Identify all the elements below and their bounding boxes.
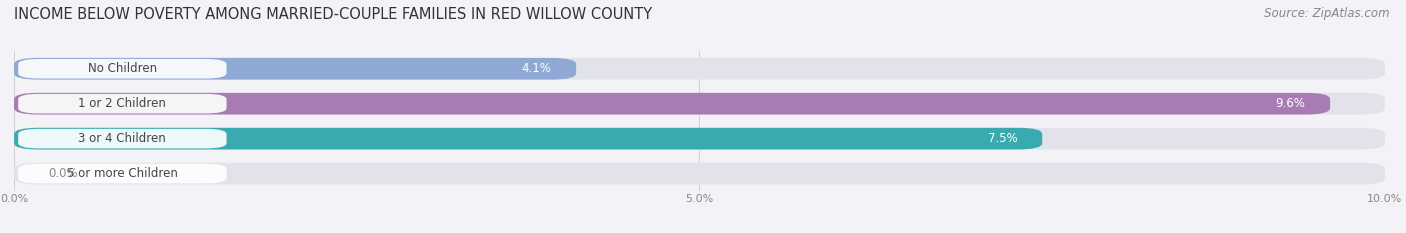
Text: 4.1%: 4.1% (522, 62, 551, 75)
Text: 7.5%: 7.5% (988, 132, 1018, 145)
Text: INCOME BELOW POVERTY AMONG MARRIED-COUPLE FAMILIES IN RED WILLOW COUNTY: INCOME BELOW POVERTY AMONG MARRIED-COUPL… (14, 7, 652, 22)
FancyBboxPatch shape (18, 129, 226, 148)
Text: 9.6%: 9.6% (1275, 97, 1305, 110)
FancyBboxPatch shape (18, 94, 226, 113)
FancyBboxPatch shape (14, 93, 1385, 115)
Text: Source: ZipAtlas.com: Source: ZipAtlas.com (1264, 7, 1389, 20)
FancyBboxPatch shape (14, 58, 1385, 80)
FancyBboxPatch shape (18, 59, 226, 79)
Text: 1 or 2 Children: 1 or 2 Children (79, 97, 166, 110)
FancyBboxPatch shape (14, 93, 1330, 115)
FancyBboxPatch shape (14, 128, 1385, 150)
FancyBboxPatch shape (14, 58, 576, 80)
FancyBboxPatch shape (14, 163, 1385, 185)
Text: No Children: No Children (87, 62, 157, 75)
Text: 5 or more Children: 5 or more Children (67, 167, 177, 180)
FancyBboxPatch shape (14, 128, 1042, 150)
FancyBboxPatch shape (18, 164, 226, 183)
Text: 3 or 4 Children: 3 or 4 Children (79, 132, 166, 145)
Text: 0.0%: 0.0% (48, 167, 77, 180)
